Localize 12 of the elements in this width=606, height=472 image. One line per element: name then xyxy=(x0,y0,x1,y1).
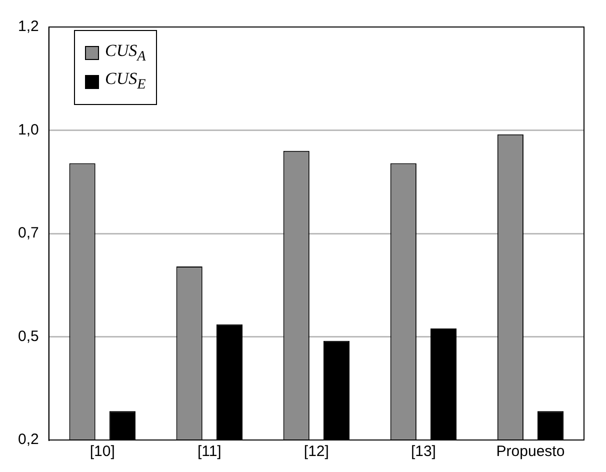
y-tick-label: 1,2 xyxy=(18,18,39,36)
legend-label: CUS$_{A}$ xyxy=(105,41,146,66)
x-tick-label: [11] xyxy=(197,443,222,460)
y-tick-label: 1,0 xyxy=(18,121,39,138)
x-tick-label: [10] xyxy=(90,443,115,460)
y-tick-label: 0,5 xyxy=(18,328,39,345)
x-tick-label: [13] xyxy=(410,443,436,460)
x-tick-label: [12] xyxy=(304,443,329,460)
y-tick-label: 0,7 xyxy=(18,224,39,242)
x-tick-label: Propuesto xyxy=(496,443,565,460)
legend-label: CUS$_{E}$ xyxy=(105,69,146,94)
y-tick-label: 0,2 xyxy=(18,431,39,448)
